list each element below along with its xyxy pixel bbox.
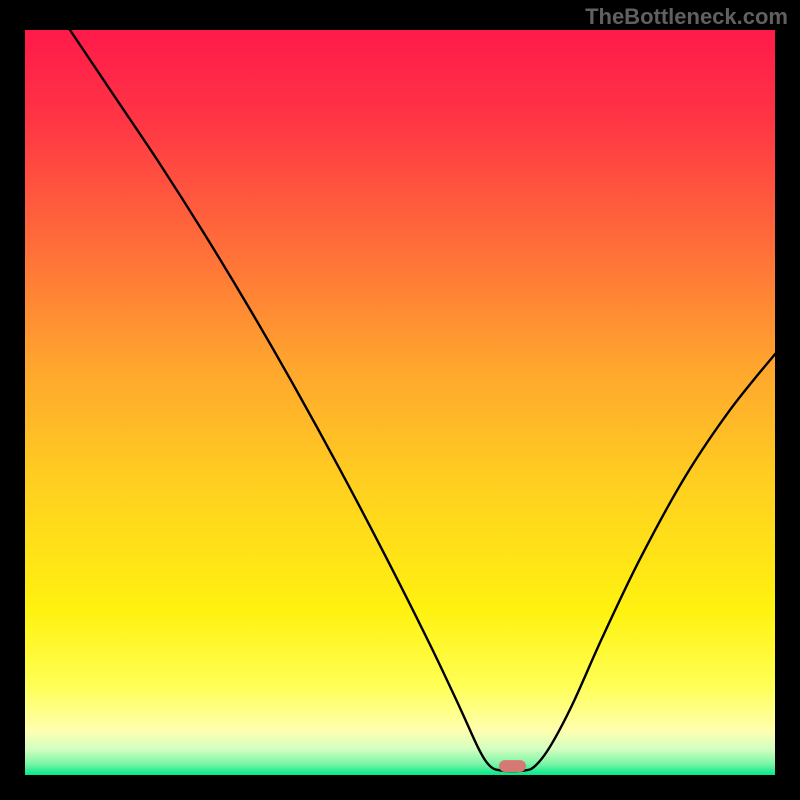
bottleneck-chart [0,0,800,800]
optimal-marker [499,760,526,772]
plot-background [25,30,775,775]
chart-frame: TheBottleneck.com [0,0,800,800]
watermark-text: TheBottleneck.com [585,4,788,30]
